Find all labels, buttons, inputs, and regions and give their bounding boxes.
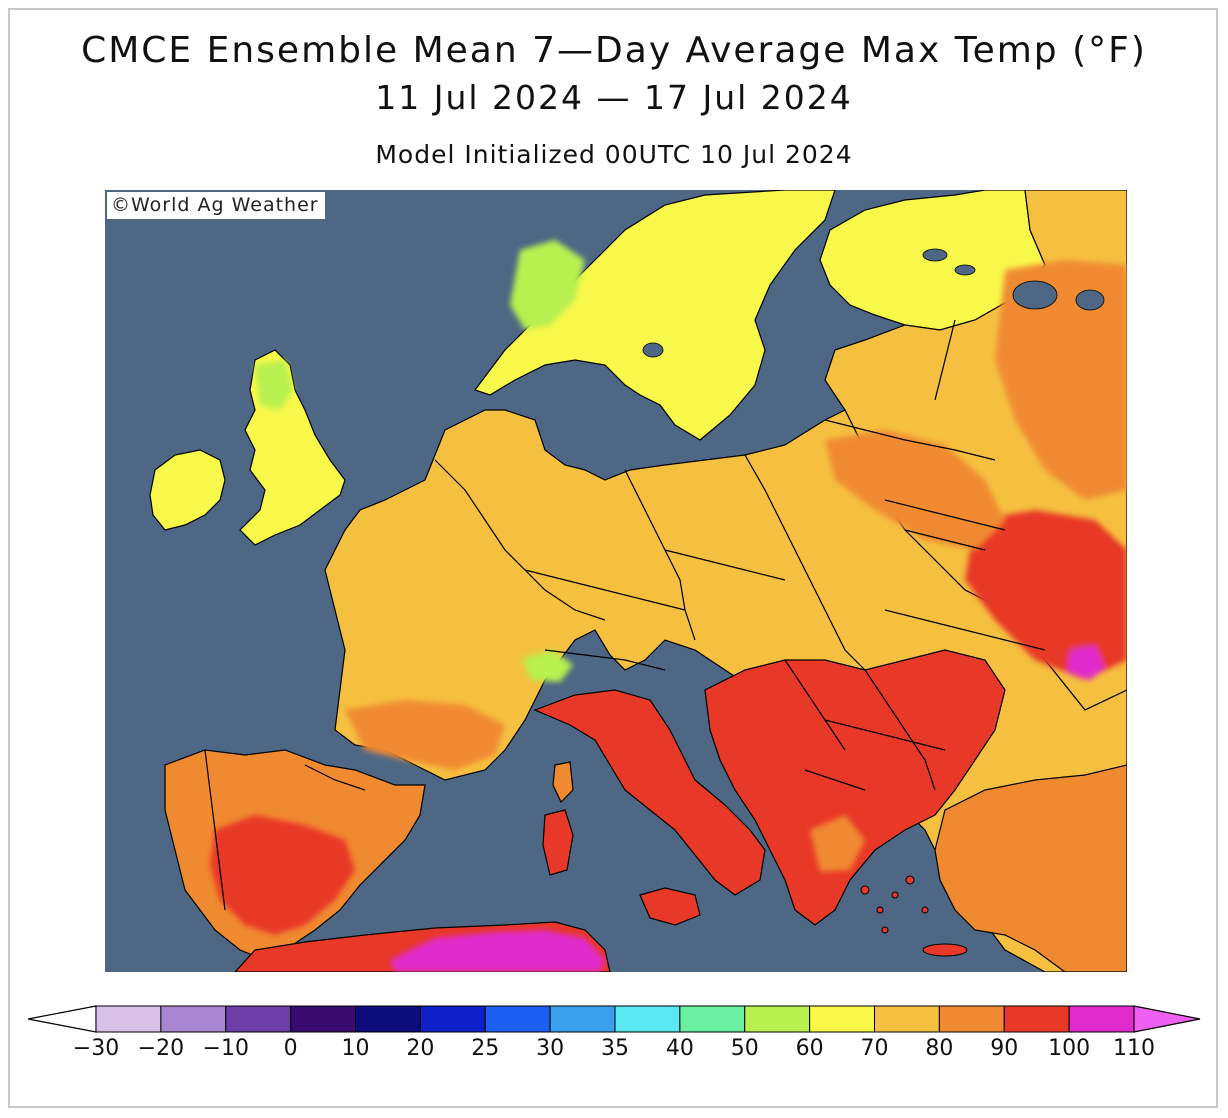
colorbar-tick-label: 50 [730, 1036, 759, 1061]
balkans [704, 649, 1006, 926]
temperature-colorbar [28, 1005, 1201, 1033]
colorbar-tick-label: 30 [536, 1036, 565, 1061]
colorbar-bin [95, 1005, 162, 1033]
zone-eastern-europe-warm [825, 430, 1005, 550]
lake-ladoga [1012, 280, 1058, 310]
ireland [149, 449, 226, 531]
zone-france-south [345, 700, 505, 770]
colorbar-tick-label: 10 [341, 1036, 370, 1061]
zone-romania-pink [1067, 645, 1105, 680]
colorbar-bin [874, 1005, 940, 1033]
map-title: CMCE Ensemble Mean 7—Day Average Max Tem… [81, 30, 1147, 71]
colorbar-bin [419, 1005, 486, 1033]
italy [533, 689, 766, 896]
lake-finland-2 [954, 264, 976, 276]
zone-scotland-green [255, 360, 293, 410]
scandinavia [474, 190, 836, 441]
colorbar-tick-label: −20 [137, 1036, 185, 1061]
colorbar-tick-label: 100 [1048, 1036, 1091, 1061]
lake-onega [1075, 289, 1105, 311]
colorbar-tick-label: 25 [471, 1036, 500, 1061]
central-europe [324, 409, 1127, 972]
colorbar-bin [614, 1005, 681, 1033]
lakes [642, 248, 1105, 358]
date-range: 11 Jul 2024 — 17 Jul 2024 [375, 78, 853, 117]
colorbar-bin [1068, 1005, 1135, 1033]
colorbar-tick-label: 110 [1113, 1036, 1155, 1061]
zone-norway-green [510, 240, 585, 330]
colorbar-bin [1003, 1005, 1070, 1033]
heat-zones [210, 240, 1127, 972]
colorbar-tick-label: 20 [406, 1036, 435, 1061]
colorbar-tick-label: −30 [72, 1036, 120, 1061]
colorbar-tick-label: 35 [601, 1036, 629, 1061]
colorbar-tick-label: 60 [795, 1036, 824, 1061]
colorbar-tick-label: 80 [925, 1036, 954, 1061]
colorbar-tick-label: 40 [665, 1036, 694, 1061]
zone-greece-warm [810, 815, 865, 872]
colorbar-bin [809, 1005, 875, 1033]
temperature-map: ©World Ag Weather [105, 190, 1127, 972]
lake-finland-1 [922, 248, 948, 262]
zone-russia-hot [995, 260, 1127, 500]
colorbar-bin [679, 1005, 746, 1033]
colorbar-tick-label: −10 [202, 1036, 249, 1061]
lake-vanern [642, 342, 664, 358]
sicily [639, 887, 701, 926]
colorbar-bin [484, 1005, 551, 1033]
colorbar-bin [549, 1005, 616, 1033]
corsica [552, 761, 574, 804]
country-borders [204, 319, 1046, 911]
colorbar-tick-label: 70 [860, 1036, 889, 1061]
colorbar-bin [938, 1005, 1005, 1033]
colorbar-bin [744, 1005, 811, 1033]
colorbar-bin [355, 1005, 421, 1033]
colorbar-bin [290, 1005, 356, 1033]
colorbar-over-arrow [1133, 1005, 1201, 1033]
zone-ukraine-hot [965, 510, 1127, 680]
colorbar-tick-label: 90 [990, 1036, 1019, 1061]
model-init-label: Model Initialized 00UTC 10 Jul 2024 [375, 140, 853, 169]
colorbar-bin [160, 1005, 227, 1033]
colorbar-bin [225, 1005, 292, 1033]
sardinia [542, 809, 574, 876]
zone-iberia-hot [210, 815, 355, 935]
zone-alps-green [523, 650, 573, 682]
aegean-islands [860, 875, 968, 957]
colorbar-under-arrow [28, 1005, 97, 1033]
turkey [934, 764, 1127, 972]
zone-north-africa-extreme [390, 930, 605, 972]
colorbar-tick-label: 0 [283, 1036, 298, 1061]
credit-label: ©World Ag Weather [107, 192, 325, 219]
map-canvas [105, 190, 1127, 972]
